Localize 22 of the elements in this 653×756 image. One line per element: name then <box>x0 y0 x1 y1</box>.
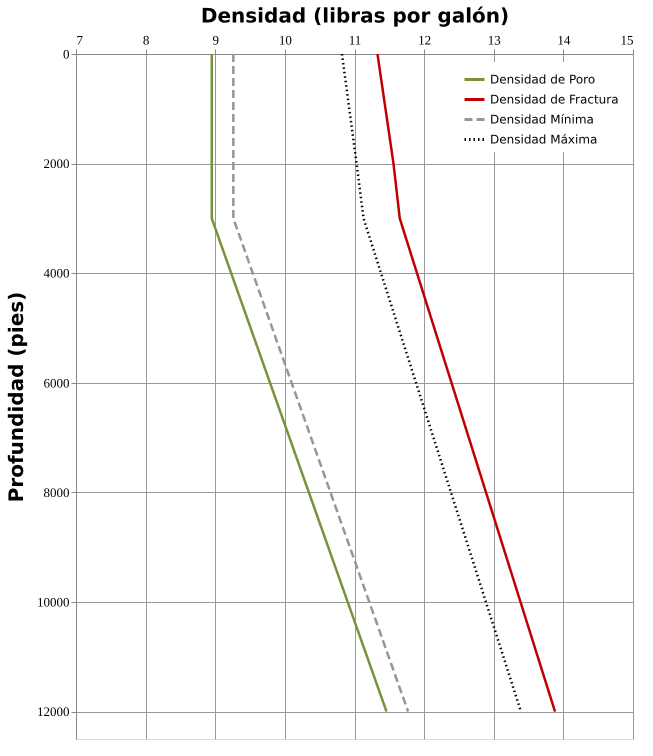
x-tick-label: 12 <box>418 32 432 48</box>
y-tick-label: 10000 <box>37 594 70 610</box>
x-tick-label: 11 <box>348 32 362 48</box>
y-tick-label: 0 <box>63 46 70 62</box>
legend-label: Densidad Máxima <box>490 132 598 146</box>
x-tick-label: 15 <box>620 32 634 48</box>
y-axis-title: Profundidad (pies) <box>4 292 28 502</box>
y-tick-label: 8000 <box>44 484 70 500</box>
x-tick-label: 13 <box>488 32 501 48</box>
y-tick-label: 12000 <box>37 704 70 720</box>
x-tick-label: 10 <box>278 32 292 48</box>
y-tick-label: 2000 <box>44 156 70 172</box>
legend-label: Densidad de Fractura <box>490 92 619 106</box>
y-tick-label: 6000 <box>44 375 70 390</box>
x-tick-label: 9 <box>212 32 219 48</box>
y-tick-label: 4000 <box>44 266 70 281</box>
x-tick-label: 7 <box>76 32 84 48</box>
x-tick-label: 8 <box>142 32 150 48</box>
x-axis-title: Densidad (libras por galón) <box>200 4 510 28</box>
legend-label: Densidad Mínima <box>490 112 594 126</box>
legend-label: Densidad de Poro <box>490 72 596 86</box>
x-tick-label: 14 <box>557 32 571 48</box>
